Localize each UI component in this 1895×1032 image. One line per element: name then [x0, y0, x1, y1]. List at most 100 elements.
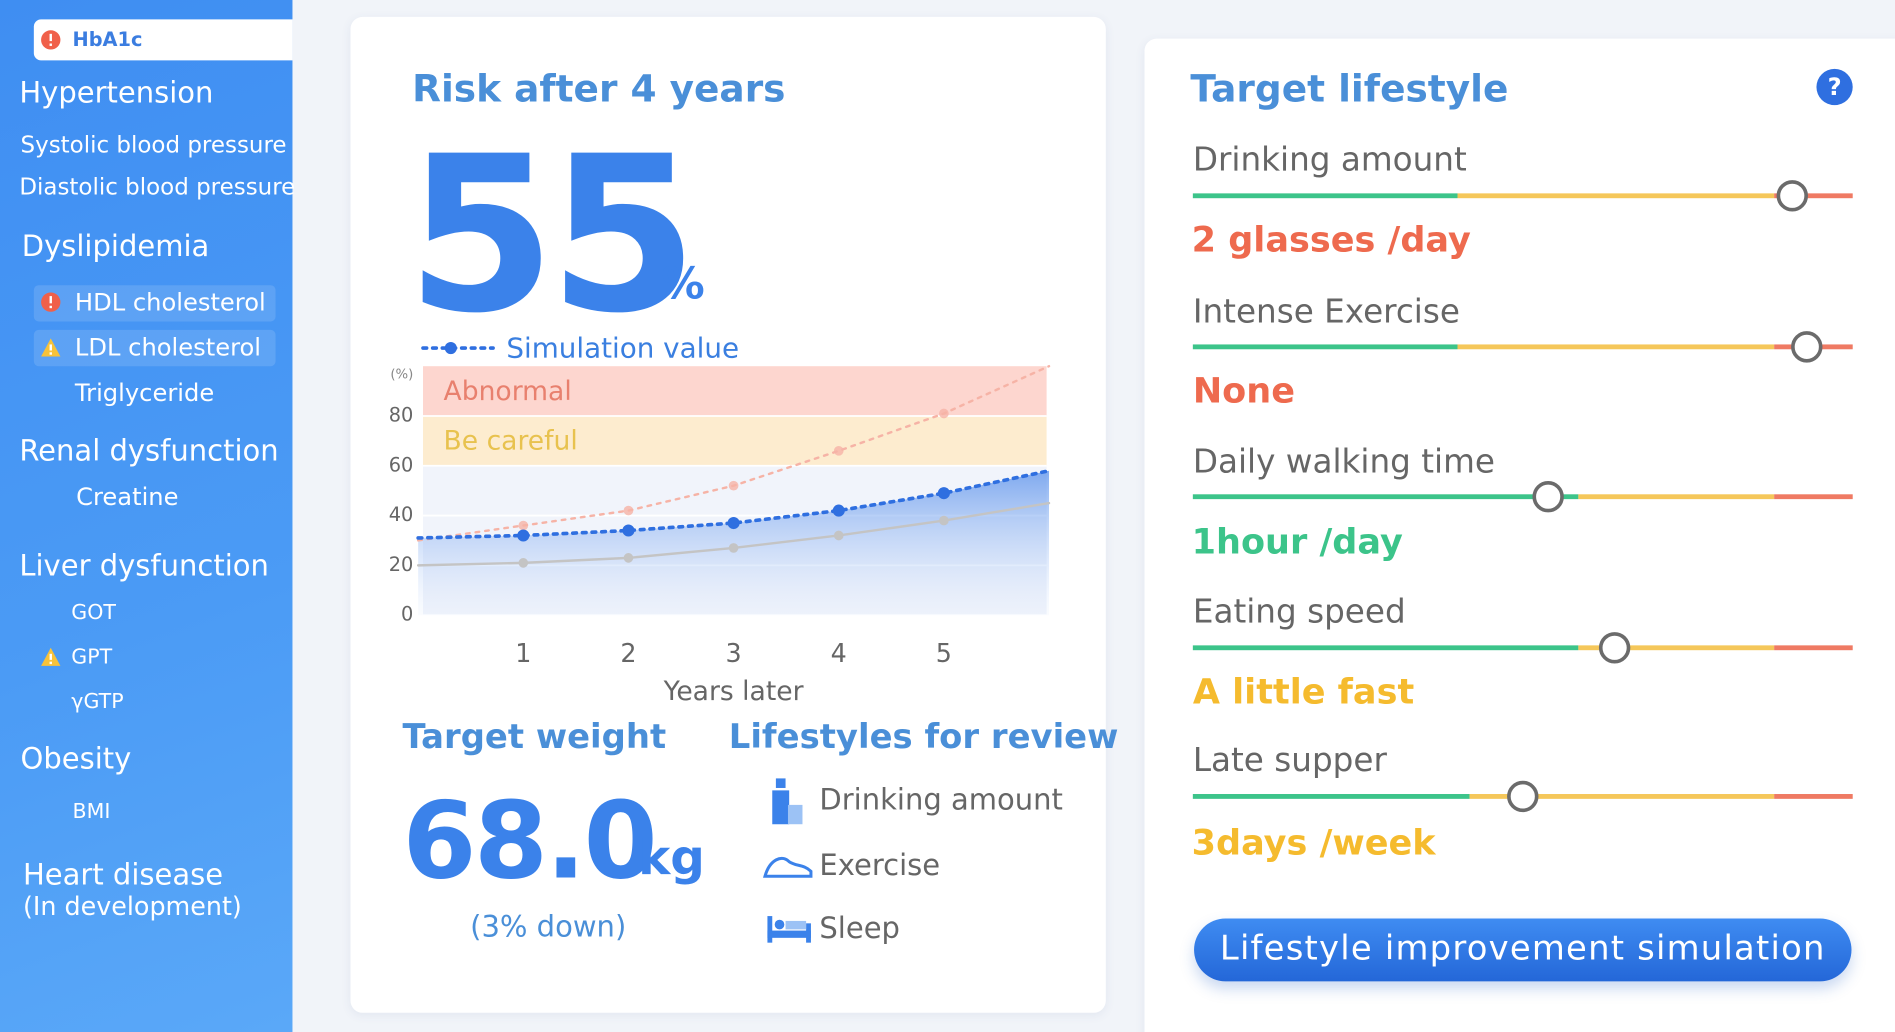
slider-handle[interactable] [1507, 780, 1539, 813]
menu-item[interactable]: GPT [71, 645, 113, 670]
menu-group[interactable]: Heart disease [22, 858, 224, 892]
data-point [728, 543, 739, 553]
slider-label: Daily walking time [1192, 443, 1495, 482]
data-point [832, 504, 845, 517]
slider-label: Late supper [1192, 742, 1387, 780]
track-red [1774, 494, 1853, 500]
help-icon[interactable]: ? [1815, 68, 1854, 107]
y-axis-label: (%) [390, 368, 413, 383]
menu-item[interactable]: LDL cholesterol [74, 332, 262, 362]
band-label: Abnormal [444, 376, 572, 407]
menu-group[interactable]: Dyslipidemia [21, 229, 210, 264]
sleep-icon [767, 916, 811, 943]
track-yellow [1457, 193, 1775, 199]
y-tick-label: 20 [389, 553, 414, 576]
y-tick-label: 40 [389, 503, 414, 526]
slider-value: 2 glasses /day [1191, 218, 1471, 260]
x-tick-label: 3 [726, 638, 742, 668]
risk-band [422, 415, 1047, 466]
area-fill [418, 470, 1050, 616]
x-tick-label: 4 [831, 638, 847, 668]
menu-item[interactable]: HDL cholesterol [74, 287, 266, 317]
warning-icon [41, 647, 61, 666]
data-point [623, 505, 634, 516]
target-card [1144, 38, 1895, 1032]
slider-handle[interactable] [1776, 180, 1808, 212]
data-point [937, 487, 950, 500]
track-yellow [1578, 645, 1775, 651]
review-item: Sleep [819, 911, 900, 946]
track-yellow [1578, 494, 1775, 500]
data-point [939, 515, 949, 526]
track-red [1774, 645, 1853, 651]
band-label: Be careful [444, 426, 578, 457]
risk-value: 55 [406, 109, 698, 361]
slider-value: A little fast [1192, 670, 1415, 712]
risk-band [422, 366, 1047, 416]
data-point [518, 558, 529, 568]
x-tick-label: 2 [620, 638, 636, 668]
track-green [1192, 344, 1458, 350]
menu-item[interactable]: Creatine [76, 482, 179, 512]
data-point [728, 480, 739, 491]
risk-title: Risk after 4 years [412, 67, 786, 112]
drink-icon [772, 778, 803, 825]
slider-handle[interactable] [1598, 632, 1631, 664]
y-tick-label: 80 [389, 403, 414, 426]
exercise-icon [763, 857, 813, 878]
risk-unit: % [661, 259, 705, 310]
data-point [518, 520, 529, 531]
x-tick-label: 1 [515, 638, 531, 668]
slider-label: Eating speed [1192, 593, 1406, 631]
menu-group[interactable]: Hypertension [19, 76, 214, 110]
review-item: Drinking amount [819, 783, 1063, 817]
target-title: Target lifestyle [1190, 67, 1509, 112]
simulate-button[interactable]: Lifestyle improvement simulation [1194, 918, 1852, 982]
slider-handle[interactable] [1532, 481, 1564, 513]
legend-label: Simulation value [506, 331, 739, 364]
menu-item[interactable]: GOT [71, 600, 116, 625]
track-green [1192, 494, 1579, 500]
slider-label: Drinking amount [1192, 141, 1467, 179]
track-red [1774, 794, 1853, 799]
alert-icon [41, 292, 61, 312]
slider-value: 3days /week [1191, 821, 1436, 863]
menu-group[interactable]: Liver dysfunction [19, 548, 269, 583]
weight-unit: kg [638, 830, 705, 886]
menu-item[interactable]: BMI [72, 800, 111, 825]
track-green [1192, 794, 1470, 799]
slider-handle[interactable] [1791, 331, 1823, 363]
track-green [1192, 193, 1458, 199]
menu-group[interactable]: Renal dysfunction [19, 433, 279, 468]
menu-item[interactable]: Diastolic blood pressure [19, 174, 296, 201]
data-point [833, 530, 844, 541]
y-tick-label: 60 [389, 453, 414, 476]
track-red [1774, 193, 1853, 199]
button-label[interactable]: Lifestyle improvement simulation [1219, 928, 1826, 969]
data-point [727, 516, 740, 530]
x-axis-label: Years later [663, 676, 804, 707]
menu-item[interactable]: Triglyceride [74, 378, 215, 408]
review-item: Exercise [819, 848, 941, 883]
slider-value: 1hour /day [1191, 520, 1403, 562]
item-highlight [33, 285, 276, 322]
data-point [622, 524, 635, 537]
track-yellow [1457, 344, 1775, 350]
item-highlight [33, 329, 276, 367]
menu-group[interactable]: Obesity [20, 742, 132, 776]
menu-item[interactable]: γGTP [71, 690, 124, 715]
alert-icon [41, 30, 61, 50]
review-title: Lifestyles for review [728, 716, 1119, 757]
menu-note: (In development) [22, 891, 242, 921]
legend-marker [444, 342, 457, 355]
slider-label: Intense Exercise [1192, 293, 1460, 332]
active-item[interactable] [33, 19, 293, 61]
weight-title: Target weight [402, 716, 667, 757]
menu-item[interactable]: Systolic blood pressure [20, 131, 287, 159]
menu-item[interactable]: HbA1c [72, 27, 143, 51]
track-green [1192, 645, 1579, 651]
weight-note: (3% down) [470, 910, 627, 944]
